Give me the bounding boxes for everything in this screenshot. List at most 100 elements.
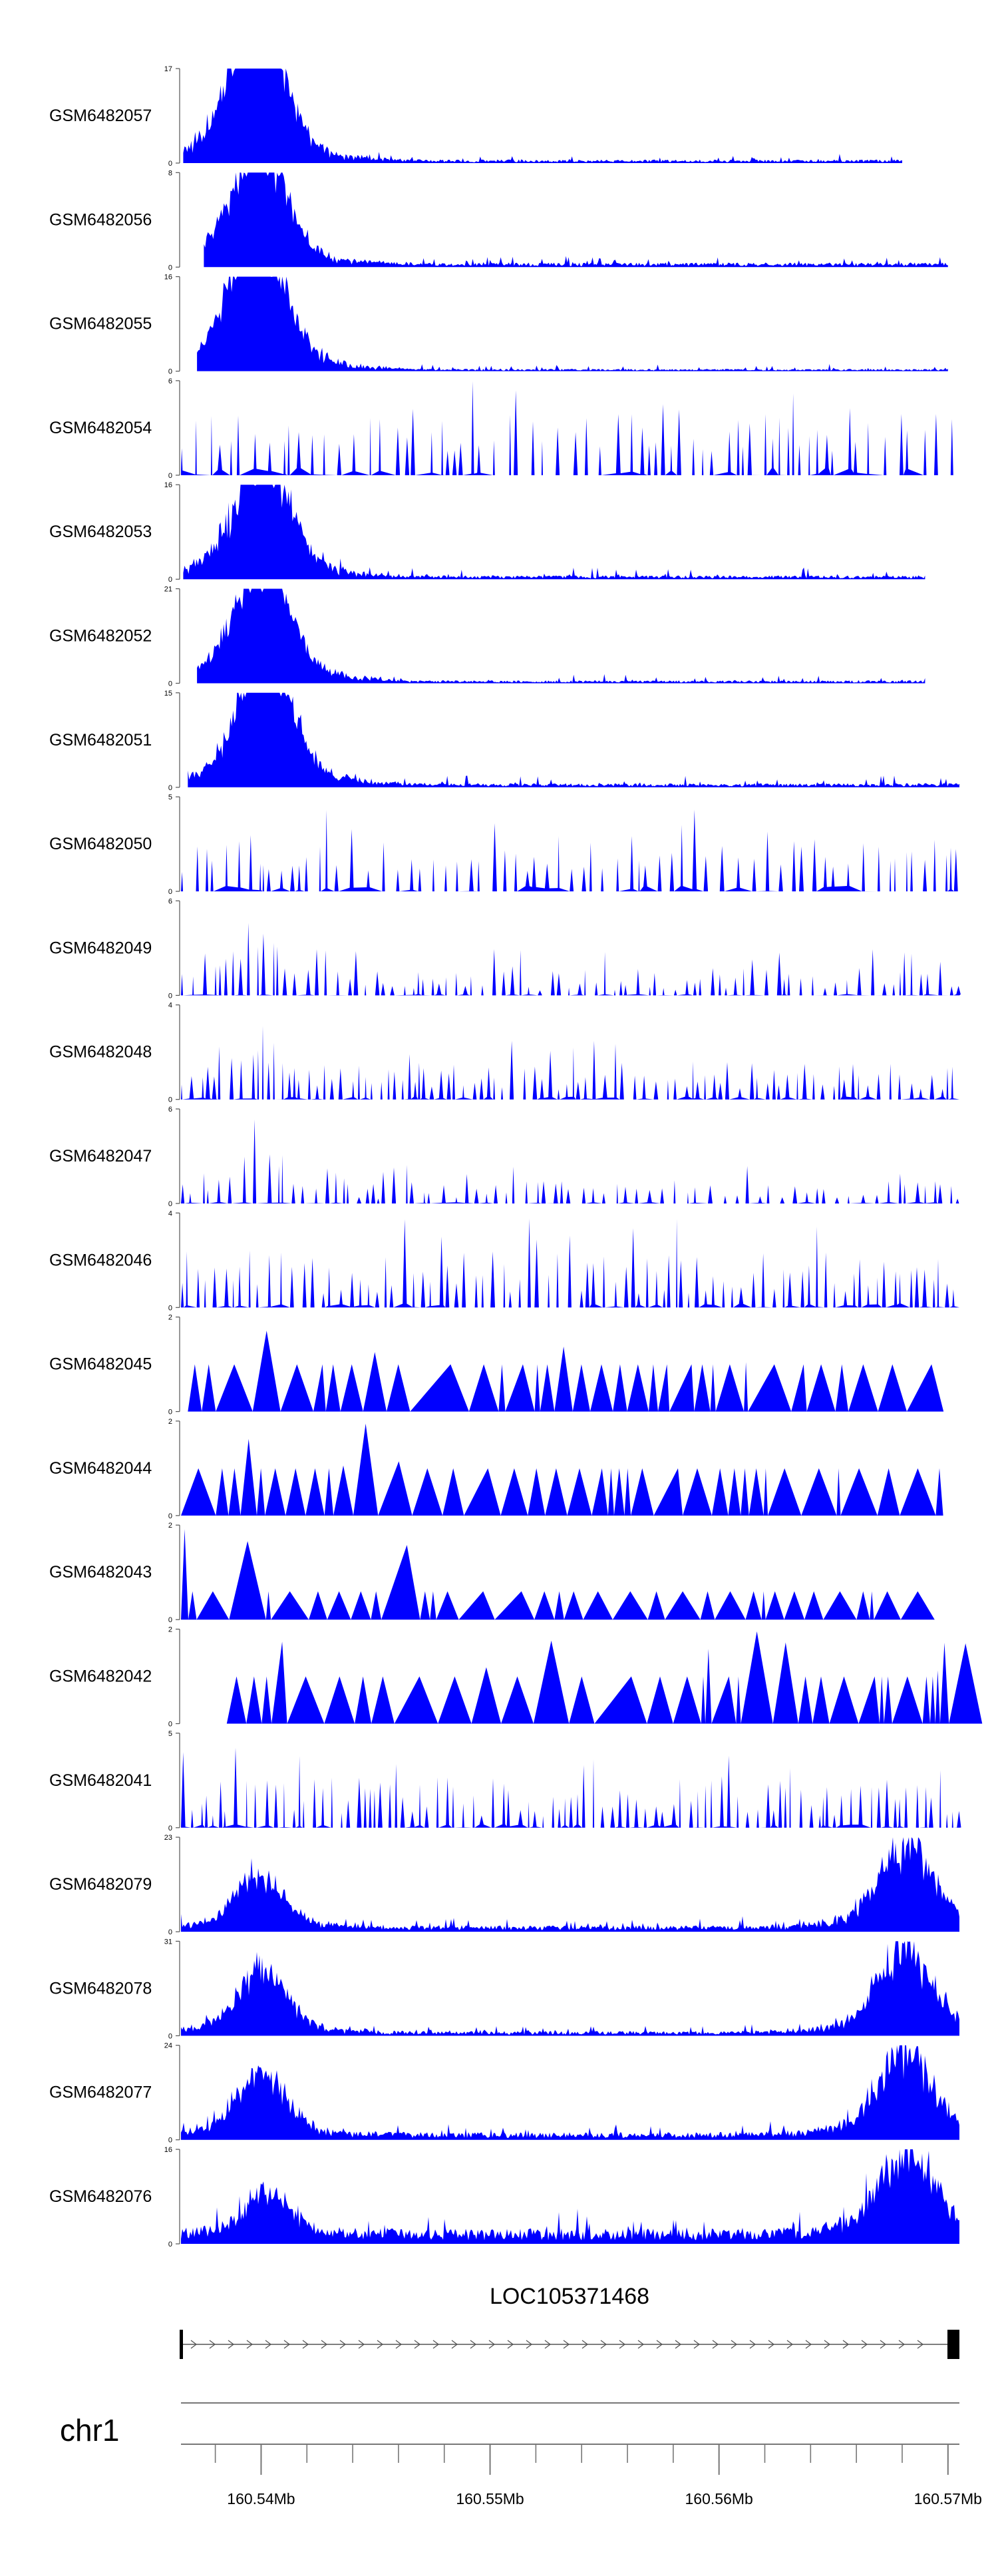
strand-arrow — [544, 2340, 552, 2349]
y-min-label: 0 — [168, 576, 172, 584]
y-min-label: 0 — [168, 368, 172, 376]
track-label: GSM6482041 — [49, 1771, 152, 1790]
strand-arrow — [432, 2340, 440, 2349]
track-GSM6482056: GSM6482056 8 0 — [49, 169, 948, 272]
track-GSM6482053: GSM6482053 16 0 — [49, 481, 925, 584]
coverage-area — [181, 1026, 959, 1100]
y-max-label: 4 — [168, 1209, 172, 1217]
strand-arrow — [209, 2340, 216, 2349]
gene-name-label: LOC105371468 — [490, 2284, 649, 2309]
strand-arrow — [600, 2340, 607, 2349]
y-max-label: 5 — [168, 793, 172, 801]
coverage-area — [181, 923, 961, 996]
strand-arrow — [656, 2340, 663, 2349]
strand-arrow — [675, 2340, 682, 2349]
track-GSM6482044: GSM6482044 2 0 — [49, 1418, 948, 1520]
strand-arrow — [917, 2340, 924, 2349]
y-min-label: 0 — [168, 1825, 172, 1832]
track-label: GSM6482055 — [49, 315, 152, 333]
track-GSM6482046: GSM6482046 4 0 — [49, 1209, 959, 1312]
track-label: GSM6482054 — [49, 419, 152, 437]
y-max-label: 5 — [168, 1730, 172, 1738]
strand-arrow — [246, 2340, 253, 2349]
strand-arrow — [693, 2340, 701, 2349]
track-GSM6482055: GSM6482055 16 0 — [49, 274, 948, 376]
y-max-label: 2 — [168, 1418, 172, 1426]
coverage-area — [181, 1941, 959, 2036]
y-max-label: 6 — [168, 377, 172, 385]
y-min-label: 0 — [168, 160, 172, 168]
strand-arrow — [321, 2340, 328, 2349]
y-max-label: 16 — [164, 274, 172, 282]
coverage-area — [181, 1529, 948, 1620]
y-min-label: 0 — [168, 1616, 172, 1624]
track-GSM6482079: GSM6482079 23 0 — [49, 1834, 959, 1936]
gene-model — [180, 2330, 959, 2359]
coverage-area — [183, 485, 925, 580]
coverage-area — [181, 1119, 959, 1203]
genomic-axis-ticks: 160.54Mb 160.55Mb 160.56Mb 160.57Mb — [214, 2444, 982, 2507]
coverage-area — [197, 276, 948, 371]
track-label: GSM6482050 — [49, 835, 152, 853]
y-max-label: 31 — [164, 1938, 172, 1946]
y-max-label: 8 — [168, 169, 172, 177]
track-label: GSM6482053 — [49, 523, 152, 541]
y-max-label: 17 — [164, 65, 172, 73]
strand-arrow — [470, 2340, 477, 2349]
strand-arrow — [619, 2340, 626, 2349]
strand-arrow — [768, 2340, 775, 2349]
track-GSM6482052: GSM6482052 21 0 — [49, 586, 925, 688]
y-min-label: 0 — [168, 472, 172, 480]
y-min-label: 0 — [168, 1408, 172, 1416]
track-label: GSM6482078 — [49, 1979, 152, 1998]
coverage-area — [226, 1631, 983, 1724]
track-label: GSM6482045 — [49, 1355, 152, 1374]
y-min-label: 0 — [168, 264, 172, 272]
coverage-tracks: GSM6482057170GSM648205680GSM6482055160GS… — [49, 65, 983, 2249]
track-label: GSM6482076 — [49, 2187, 152, 2206]
track-label: GSM6482052 — [49, 627, 152, 646]
track-label: GSM6482044 — [49, 1459, 152, 1478]
strand-arrow — [749, 2340, 756, 2349]
track-GSM6482042: GSM6482042 2 0 — [49, 1626, 983, 1729]
track-label: GSM6482077 — [49, 2083, 152, 2102]
y-min-label: 0 — [168, 1721, 172, 1729]
strand-arrow — [395, 2340, 403, 2349]
y-min-label: 0 — [168, 2137, 172, 2145]
track-label: GSM6482057 — [49, 107, 152, 125]
track-GSM6482045: GSM6482045 2 0 — [49, 1314, 944, 1416]
track-label: GSM6482049 — [49, 939, 152, 957]
y-min-label: 0 — [168, 1304, 172, 1312]
strand-arrow — [302, 2340, 309, 2349]
y-min-label: 0 — [168, 1512, 172, 1520]
strand-arrow — [731, 2340, 738, 2349]
coordinate-label: 160.54Mb — [227, 2490, 295, 2507]
strand-arrow — [451, 2340, 458, 2349]
y-max-label: 16 — [164, 2146, 172, 2154]
strand-arrow — [712, 2340, 719, 2349]
coverage-area — [188, 1331, 944, 1412]
track-GSM6482078: GSM6482078 31 0 — [49, 1938, 959, 2040]
y-max-label: 2 — [168, 1626, 172, 1634]
y-min-label: 0 — [168, 1096, 172, 1104]
gene-exon-start — [180, 2330, 183, 2359]
track-label: GSM6482047 — [49, 1147, 152, 1166]
track-GSM6482043: GSM6482043 2 0 — [49, 1522, 948, 1624]
strand-arrow — [283, 2340, 291, 2349]
strand-arrow — [526, 2340, 533, 2349]
strand-arrow — [880, 2340, 887, 2349]
y-min-label: 0 — [168, 2241, 172, 2249]
coordinate-label: 160.56Mb — [685, 2490, 753, 2507]
gene-exon-end — [947, 2330, 959, 2359]
coverage-area — [181, 809, 959, 892]
coverage-area — [181, 2045, 959, 2140]
strand-arrow — [377, 2340, 384, 2349]
coverage-area — [181, 1747, 961, 1828]
coverage-area — [181, 1837, 959, 1932]
track-label: GSM6482079 — [49, 1875, 152, 1894]
strand-arrow — [563, 2340, 570, 2349]
coverage-area — [204, 172, 948, 268]
y-max-label: 6 — [168, 897, 172, 905]
coverage-area — [181, 381, 959, 475]
